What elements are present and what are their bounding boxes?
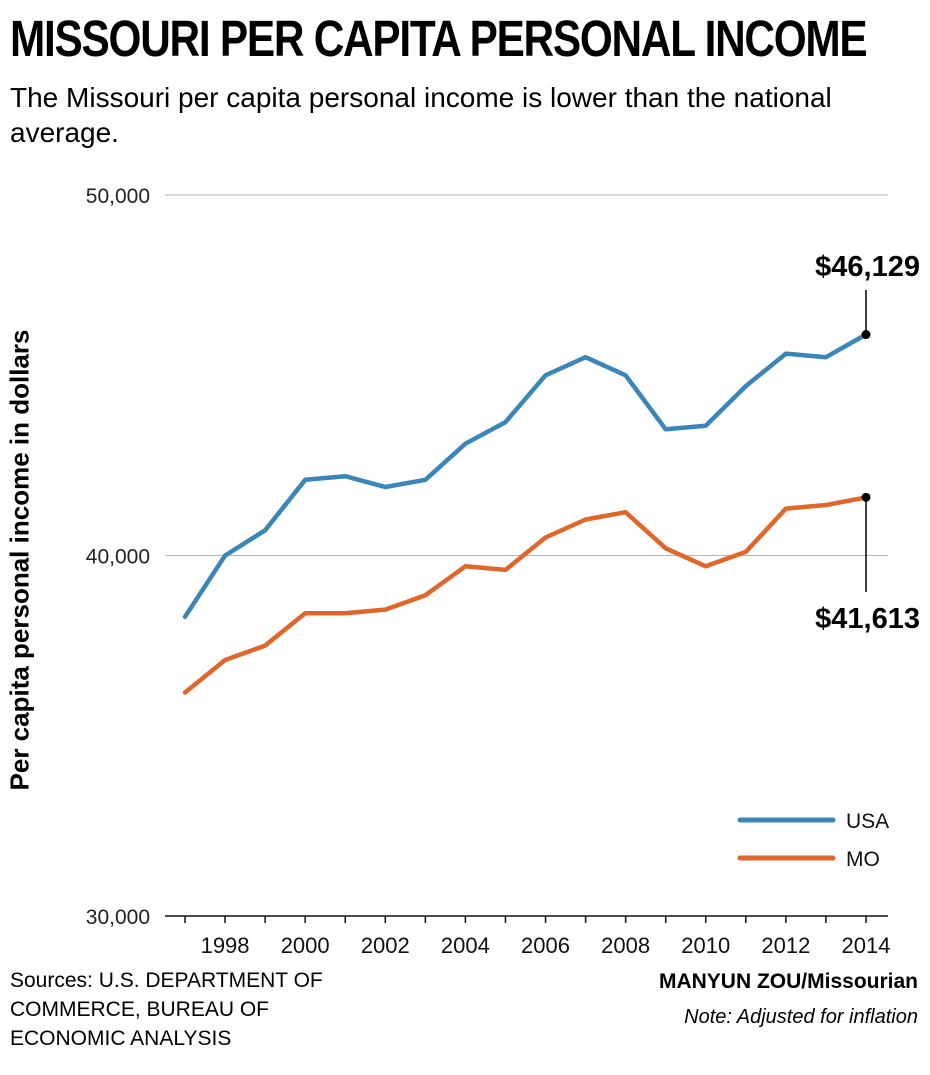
y-axis-ticks: 50,000 40,000 30,000 [86, 185, 150, 929]
x-tick-label: 2004 [441, 933, 490, 958]
x-tick-label: 1998 [201, 933, 250, 958]
series-line-usa [182, 332, 869, 620]
credit: MANYUN ZOU/Missourian [659, 970, 918, 994]
x-tick-label: 2014 [842, 933, 891, 958]
x-tick-label: 2008 [601, 933, 650, 958]
x-tick-label: 2002 [361, 933, 410, 958]
grid-lines [165, 194, 888, 556]
x-tick-label: 2012 [761, 933, 810, 958]
annotations: $46,129 $41,613 [815, 251, 920, 635]
x-axis: 1998 2000 2002 2004 2006 2008 2010 2012 2014 [165, 915, 891, 958]
y-tick-label: 40,000 [86, 546, 150, 569]
y-tick-label: 50,000 [86, 185, 150, 208]
note-text: Note: Adjusted for inflation [684, 1006, 918, 1028]
credit-name: MANYUN ZOU [658, 970, 802, 993]
legend-label-usa: USA [846, 810, 889, 833]
annotation-label-usa: $46,129 [815, 251, 920, 283]
annotation-label-mo: $41,613 [815, 603, 920, 635]
y-tick-label: 30,000 [86, 906, 150, 929]
chart-subtitle: The Missouri per capita personal income … [10, 82, 832, 148]
annotation-point-usa [861, 330, 871, 340]
x-tick-label: 2000 [281, 933, 330, 958]
legend: USA MO [737, 810, 889, 871]
credit-outlet: /Missourian [801, 970, 918, 993]
series-line-mo [182, 495, 869, 695]
legend-label-mo: MO [846, 848, 880, 871]
x-tick-label: 2006 [521, 933, 570, 958]
annotation-point-mo [861, 492, 871, 502]
sources-text: Sources: U.S. DEPARTMENT OF COMMERCE, BU… [10, 969, 323, 1050]
chart-title: MISSOURI PER CAPITA PERSONAL INCOME [10, 10, 868, 67]
series-lines [182, 332, 869, 695]
x-tick-label: 2010 [681, 933, 730, 958]
